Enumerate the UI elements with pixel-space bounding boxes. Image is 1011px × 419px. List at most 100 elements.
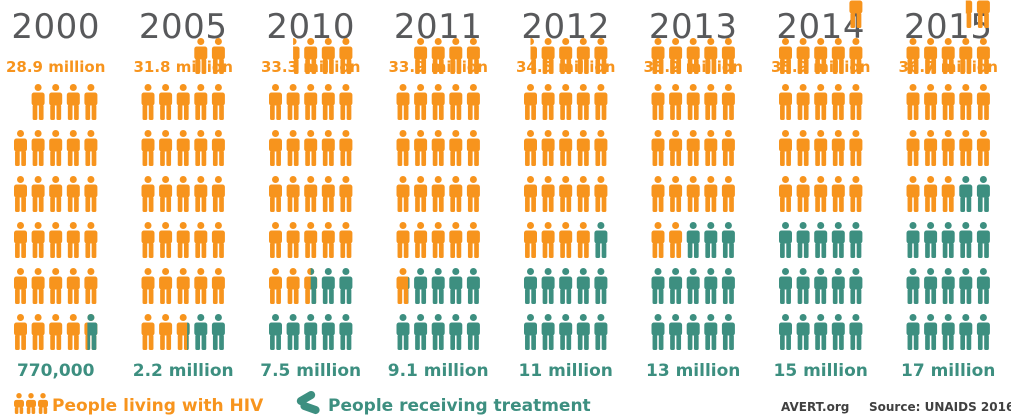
- treatment-person-icon: [704, 314, 718, 350]
- living-person-icon: [686, 84, 700, 120]
- living-person-icon: [449, 176, 463, 212]
- legend-living-icon: [14, 393, 48, 414]
- living-person-icon: [211, 222, 225, 258]
- living-person-icon: [924, 176, 938, 212]
- treatment-person-icon: [431, 268, 445, 304]
- living-label-2013: 35.2 million: [643, 58, 742, 76]
- living-person-icon: [576, 130, 590, 166]
- treatment-person-icon: [704, 268, 718, 304]
- living-person-icon: [576, 84, 590, 120]
- legend-person-icon: [38, 393, 48, 414]
- living-person-icon: [686, 38, 700, 74]
- treatment-label-2005: 2.2 million: [133, 361, 234, 381]
- treatment-person-icon: [310, 268, 318, 304]
- living-person-icon: [530, 38, 537, 74]
- source-label: Source: UNAIDS 2016: [869, 400, 1011, 414]
- living-person-icon: [704, 130, 718, 166]
- living-person-icon: [941, 84, 955, 120]
- living-person-icon: [269, 176, 282, 212]
- living-person-icon: [941, 130, 955, 166]
- treatment-person-icon: [976, 222, 990, 258]
- living-person-icon: [796, 84, 810, 120]
- living-person-icon: [141, 222, 155, 258]
- living-person-icon: [959, 130, 973, 166]
- living-person-icon: [396, 268, 410, 304]
- living-person-icon: [211, 38, 225, 74]
- living-person-icon: [159, 222, 173, 258]
- living-person-icon: [924, 84, 938, 120]
- living-person-icon: [194, 38, 208, 74]
- living-person-icon: [66, 176, 80, 212]
- living-person-icon: [924, 38, 938, 74]
- living-person-icon: [976, 0, 990, 28]
- living-person-icon: [286, 268, 300, 304]
- year-group-2015: [906, 0, 990, 350]
- living-person-icon: [141, 130, 155, 166]
- living-person-icon: [779, 84, 792, 120]
- living-person-icon: [66, 130, 80, 166]
- treatment-person-icon: [959, 176, 973, 212]
- treatment-person-icon: [831, 268, 845, 304]
- living-person-icon: [269, 222, 282, 258]
- living-person-icon: [304, 222, 318, 258]
- treatment-person-icon: [187, 322, 190, 350]
- treatment-person-icon: [686, 268, 700, 304]
- treatment-person-icon: [779, 222, 792, 258]
- living-value-labels: 28.9 million 31.8 million 33.3 million 33.9…: [6, 58, 998, 76]
- living-person-icon: [31, 176, 45, 212]
- treatment-person-icon: [721, 314, 735, 350]
- treatment-person-icon: [576, 268, 590, 304]
- treatment-person-icon: [594, 268, 608, 304]
- living-person-icon: [269, 84, 282, 120]
- treatment-person-icon: [321, 314, 335, 350]
- treatment-person-icon: [594, 222, 608, 258]
- legend-treatment-label: People receiving treatment: [328, 396, 591, 416]
- treatment-person-icon: [396, 314, 410, 350]
- living-person-icon: [814, 130, 828, 166]
- treatment-person-icon: [906, 268, 920, 304]
- living-person-icon: [721, 176, 735, 212]
- living-person-icon: [976, 130, 990, 166]
- treatment-person-icon: [339, 268, 353, 304]
- treatment-person-icon: [906, 222, 920, 258]
- living-person-icon: [159, 268, 173, 304]
- treatment-person-icon: [849, 314, 863, 350]
- living-person-icon: [176, 176, 190, 212]
- living-person-icon: [286, 176, 300, 212]
- living-person-icon: [906, 84, 920, 120]
- treatment-person-icon: [924, 314, 938, 350]
- living-person-icon: [924, 130, 938, 166]
- living-person-icon: [414, 38, 428, 74]
- living-person-icon: [159, 130, 173, 166]
- living-person-icon: [721, 38, 735, 74]
- year-group-2013: [651, 38, 735, 350]
- living-person-icon: [849, 130, 863, 166]
- living-person-icon: [31, 222, 45, 258]
- living-person-icon: [211, 130, 225, 166]
- brand-label: AVERT.org: [781, 400, 849, 414]
- living-label-2010: 33.3 million: [261, 58, 360, 76]
- living-person-icon: [66, 84, 80, 120]
- living-person-icon: [194, 176, 208, 212]
- living-person-icon: [524, 84, 537, 120]
- living-person-icon: [414, 130, 428, 166]
- living-person-icon: [84, 84, 98, 120]
- legend-living-label: People living with HIV: [52, 396, 264, 416]
- living-person-icon: [194, 130, 208, 166]
- living-label-2012: 34.5 million: [516, 58, 615, 76]
- living-person-icon: [339, 222, 353, 258]
- living-person-icon: [339, 84, 353, 120]
- treatment-person-icon: [559, 268, 573, 304]
- treatment-person-icon: [449, 314, 463, 350]
- living-label-2014: 35.9 million: [771, 58, 870, 76]
- treatment-person-icon: [831, 222, 845, 258]
- living-person-icon: [304, 130, 318, 166]
- treatment-person-icon: [431, 314, 445, 350]
- treatment-person-icon: [286, 314, 300, 350]
- treatment-label-2014: 15 million: [774, 361, 868, 381]
- living-person-icon: [286, 222, 300, 258]
- living-person-icon: [49, 268, 63, 304]
- living-person-icon: [431, 222, 445, 258]
- living-person-icon: [141, 176, 155, 212]
